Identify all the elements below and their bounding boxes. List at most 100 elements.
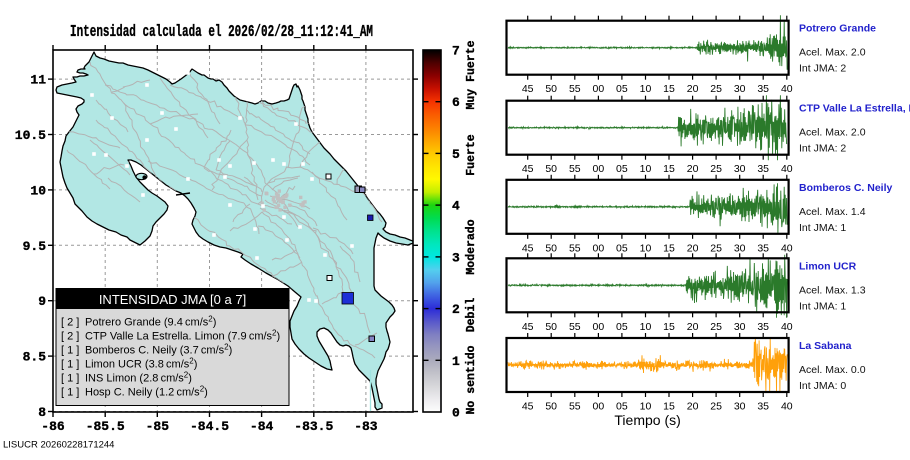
svg-text:Acel. Max. 1.4: Acel. Max. 1.4 bbox=[799, 206, 866, 218]
svg-text:[ 2 ]: [ 2 ] bbox=[61, 331, 79, 343]
svg-text:00: 00 bbox=[593, 242, 605, 254]
svg-text:[ 1 ]: [ 1 ] bbox=[61, 345, 79, 357]
svg-text:8: 8 bbox=[38, 405, 46, 420]
svg-text:Acel. Max. 2.0: Acel. Max. 2.0 bbox=[799, 47, 866, 59]
svg-text:00: 00 bbox=[593, 321, 605, 333]
svg-text:00: 00 bbox=[593, 401, 605, 413]
svg-text:Int JMA: 1: Int JMA: 1 bbox=[799, 300, 846, 312]
svg-text:35: 35 bbox=[757, 83, 769, 95]
svg-text:50: 50 bbox=[545, 242, 557, 254]
svg-text:55: 55 bbox=[569, 321, 581, 333]
svg-text:40: 40 bbox=[781, 242, 793, 254]
svg-text:Moderado: Moderado bbox=[465, 219, 478, 274]
svg-text:30: 30 bbox=[734, 242, 746, 254]
svg-text:Acel. Max. 0.0: Acel. Max. 0.0 bbox=[799, 364, 866, 376]
svg-text:25: 25 bbox=[710, 163, 722, 175]
svg-text:25: 25 bbox=[710, 401, 722, 413]
svg-text:10.5: 10.5 bbox=[15, 128, 46, 143]
svg-text:Int JMA: 2: Int JMA: 2 bbox=[799, 63, 846, 75]
svg-text:1: 1 bbox=[452, 354, 460, 369]
svg-text:10: 10 bbox=[640, 242, 652, 254]
svg-text:50: 50 bbox=[545, 163, 557, 175]
svg-text:[ 1 ]: [ 1 ] bbox=[61, 387, 79, 399]
svg-text:45: 45 bbox=[522, 401, 534, 413]
svg-text:CTP Valle La Estrella, L: CTP Valle La Estrella, L bbox=[799, 103, 910, 115]
svg-text:Bomberos C. Neily: Bomberos C. Neily bbox=[799, 182, 893, 194]
svg-text:[ 1 ]: [ 1 ] bbox=[61, 373, 79, 385]
svg-text:5: 5 bbox=[452, 147, 460, 162]
svg-text:Int JMA: 2: Int JMA: 2 bbox=[799, 143, 846, 155]
svg-text:40: 40 bbox=[781, 163, 793, 175]
svg-text:9.5: 9.5 bbox=[23, 239, 47, 254]
svg-text:50: 50 bbox=[545, 321, 557, 333]
svg-text:25: 25 bbox=[710, 321, 722, 333]
svg-text:30: 30 bbox=[734, 321, 746, 333]
svg-text:CTP Valle La Estrella. Limon (: CTP Valle La Estrella. Limon (7.9 cm/s2) bbox=[85, 329, 280, 343]
svg-text:Bomberos C. Neily (3.7 cm/s2): Bomberos C. Neily (3.7 cm/s2) bbox=[85, 343, 232, 357]
svg-text:7: 7 bbox=[452, 44, 460, 59]
svg-text:15: 15 bbox=[663, 163, 675, 175]
svg-text:[ 2 ]: [ 2 ] bbox=[61, 317, 79, 329]
svg-text:35: 35 bbox=[757, 321, 769, 333]
svg-text:Limon UCR (3.8 cm/s2): Limon UCR (3.8 cm/s2) bbox=[85, 357, 197, 371]
svg-text:[ 1 ]: [ 1 ] bbox=[61, 359, 79, 371]
svg-text:2: 2 bbox=[452, 302, 460, 317]
svg-text:No sentido: No sentido bbox=[465, 345, 478, 414]
svg-text:20: 20 bbox=[687, 83, 699, 95]
svg-text:11: 11 bbox=[30, 73, 46, 88]
svg-text:05: 05 bbox=[616, 163, 628, 175]
svg-text:Int JMA: 0: Int JMA: 0 bbox=[799, 380, 846, 392]
svg-text:0: 0 bbox=[452, 406, 460, 421]
svg-text:25: 25 bbox=[710, 83, 722, 95]
svg-text:Potrero Grande (9.4 cm/s2): Potrero Grande (9.4 cm/s2) bbox=[85, 315, 216, 329]
svg-text:40: 40 bbox=[781, 83, 793, 95]
svg-text:10: 10 bbox=[640, 321, 652, 333]
svg-text:Debil: Debil bbox=[465, 298, 478, 333]
svg-text:Hosp C. Neily (1.2 cm/s2): Hosp C. Neily (1.2 cm/s2) bbox=[85, 385, 208, 399]
svg-text:15: 15 bbox=[663, 83, 675, 95]
svg-text:LISUCR 20260228171244: LISUCR 20260228171244 bbox=[3, 440, 114, 451]
svg-text:-83: -83 bbox=[354, 419, 378, 434]
svg-text:35: 35 bbox=[757, 163, 769, 175]
svg-text:35: 35 bbox=[757, 401, 769, 413]
svg-text:00: 00 bbox=[593, 163, 605, 175]
svg-text:Int JMA: 1: Int JMA: 1 bbox=[799, 222, 846, 234]
svg-text:Limon UCR: Limon UCR bbox=[799, 260, 857, 272]
svg-text:8.5: 8.5 bbox=[23, 350, 47, 365]
svg-text:9: 9 bbox=[38, 294, 46, 309]
svg-text:10: 10 bbox=[30, 183, 46, 198]
svg-text:15: 15 bbox=[663, 401, 675, 413]
svg-text:Acel. Max. 1.3: Acel. Max. 1.3 bbox=[799, 284, 866, 296]
svg-text:55: 55 bbox=[569, 242, 581, 254]
svg-text:-86: -86 bbox=[41, 419, 65, 434]
svg-text:Acel. Max. 2.0: Acel. Max. 2.0 bbox=[799, 127, 866, 139]
svg-text:45: 45 bbox=[522, 83, 534, 95]
svg-text:20: 20 bbox=[687, 321, 699, 333]
svg-text:45: 45 bbox=[522, 321, 534, 333]
svg-text:3: 3 bbox=[452, 250, 460, 265]
svg-text:Potrero Grande: Potrero Grande bbox=[799, 23, 876, 35]
svg-text:10: 10 bbox=[640, 163, 652, 175]
svg-text:25: 25 bbox=[710, 242, 722, 254]
svg-text:50: 50 bbox=[545, 83, 557, 95]
svg-text:30: 30 bbox=[734, 401, 746, 413]
svg-text:30: 30 bbox=[734, 163, 746, 175]
svg-text:40: 40 bbox=[781, 321, 793, 333]
svg-text:15: 15 bbox=[663, 321, 675, 333]
svg-text:55: 55 bbox=[569, 163, 581, 175]
svg-text:6: 6 bbox=[452, 95, 460, 110]
svg-text:INTENSIDAD JMA [0 a 7]: INTENSIDAD JMA [0 a 7] bbox=[99, 292, 246, 307]
svg-text:Tiempo (s): Tiempo (s) bbox=[614, 412, 680, 428]
svg-text:05: 05 bbox=[616, 321, 628, 333]
svg-text:00: 00 bbox=[593, 83, 605, 95]
svg-text:-83.5: -83.5 bbox=[294, 419, 333, 434]
svg-text:-85: -85 bbox=[146, 419, 170, 434]
svg-text:40: 40 bbox=[781, 401, 793, 413]
svg-text:10: 10 bbox=[640, 401, 652, 413]
svg-text:4: 4 bbox=[452, 199, 460, 214]
svg-text:-84: -84 bbox=[250, 419, 274, 434]
svg-text:10: 10 bbox=[640, 83, 652, 95]
svg-text:45: 45 bbox=[522, 163, 534, 175]
svg-text:55: 55 bbox=[569, 401, 581, 413]
svg-text:15: 15 bbox=[663, 242, 675, 254]
